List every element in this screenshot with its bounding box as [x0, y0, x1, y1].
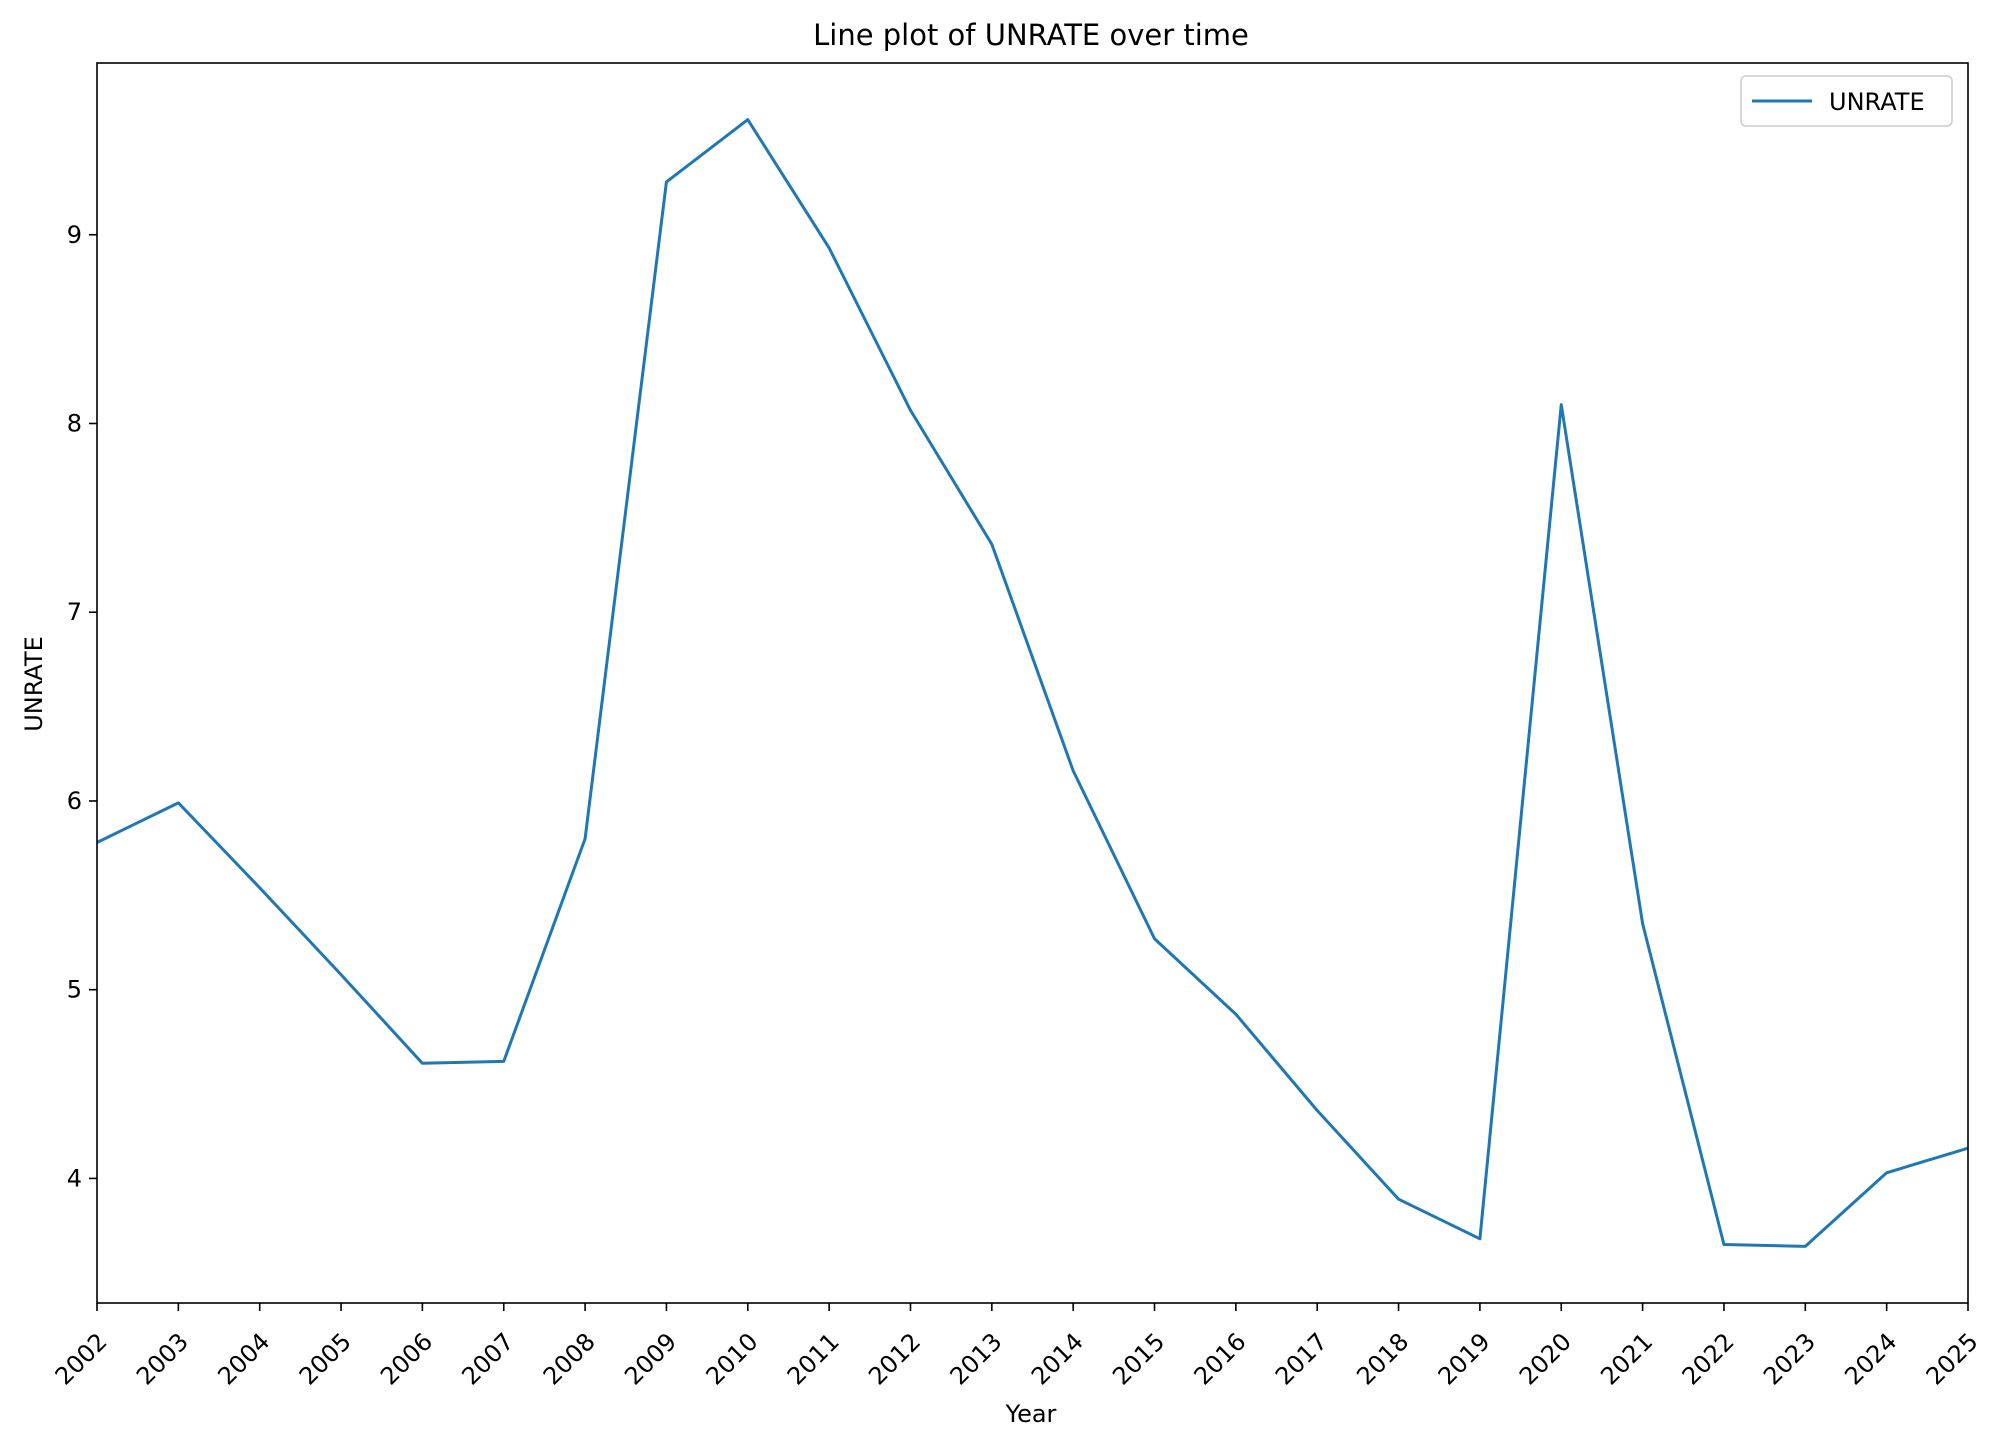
legend: UNRATE — [1740, 75, 1953, 127]
legend-box — [1740, 75, 1953, 127]
y-axis-label: UNRATE — [20, 636, 48, 732]
y-tick-label-8: 8 — [67, 409, 82, 437]
y-tick-label-9: 9 — [67, 221, 82, 249]
y-tick-label-7: 7 — [67, 598, 82, 626]
legend-label-unrate: UNRATE — [1829, 88, 1925, 116]
chart-title: Line plot of UNRATE over time — [813, 18, 1249, 52]
x-axis-label: Year — [1005, 1400, 1057, 1428]
axes-frame — [96, 62, 1969, 1304]
y-tick-label-6: 6 — [67, 787, 82, 815]
series-line-unrate — [96, 118, 1969, 1248]
y-tick-label-5: 5 — [67, 976, 82, 1004]
y-tick-label-4: 4 — [67, 1164, 82, 1192]
